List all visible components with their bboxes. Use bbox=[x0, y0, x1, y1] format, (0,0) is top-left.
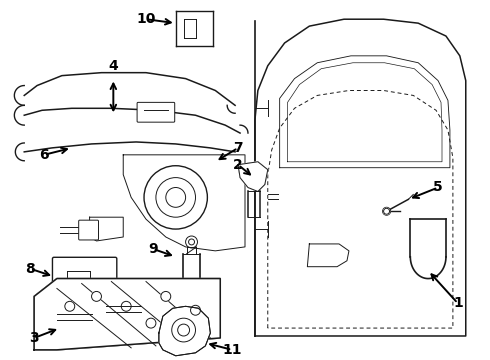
Polygon shape bbox=[159, 306, 210, 356]
Circle shape bbox=[92, 292, 101, 301]
Text: 11: 11 bbox=[222, 343, 242, 357]
Circle shape bbox=[191, 305, 200, 315]
Circle shape bbox=[384, 208, 390, 214]
Text: 7: 7 bbox=[233, 141, 243, 155]
Circle shape bbox=[146, 318, 156, 328]
Text: 10: 10 bbox=[136, 12, 156, 26]
FancyBboxPatch shape bbox=[137, 102, 175, 122]
Text: 1: 1 bbox=[453, 296, 463, 310]
Text: 9: 9 bbox=[148, 242, 158, 256]
Text: 2: 2 bbox=[233, 158, 243, 172]
Text: 8: 8 bbox=[25, 262, 35, 276]
Circle shape bbox=[65, 301, 75, 311]
Polygon shape bbox=[238, 162, 268, 192]
FancyBboxPatch shape bbox=[52, 257, 117, 302]
Circle shape bbox=[121, 301, 131, 311]
Text: 4: 4 bbox=[108, 59, 118, 73]
FancyBboxPatch shape bbox=[79, 220, 98, 240]
Text: 5: 5 bbox=[433, 180, 443, 194]
Text: 3: 3 bbox=[29, 331, 39, 345]
Polygon shape bbox=[34, 279, 220, 350]
Text: 6: 6 bbox=[39, 148, 49, 162]
Circle shape bbox=[161, 292, 171, 301]
